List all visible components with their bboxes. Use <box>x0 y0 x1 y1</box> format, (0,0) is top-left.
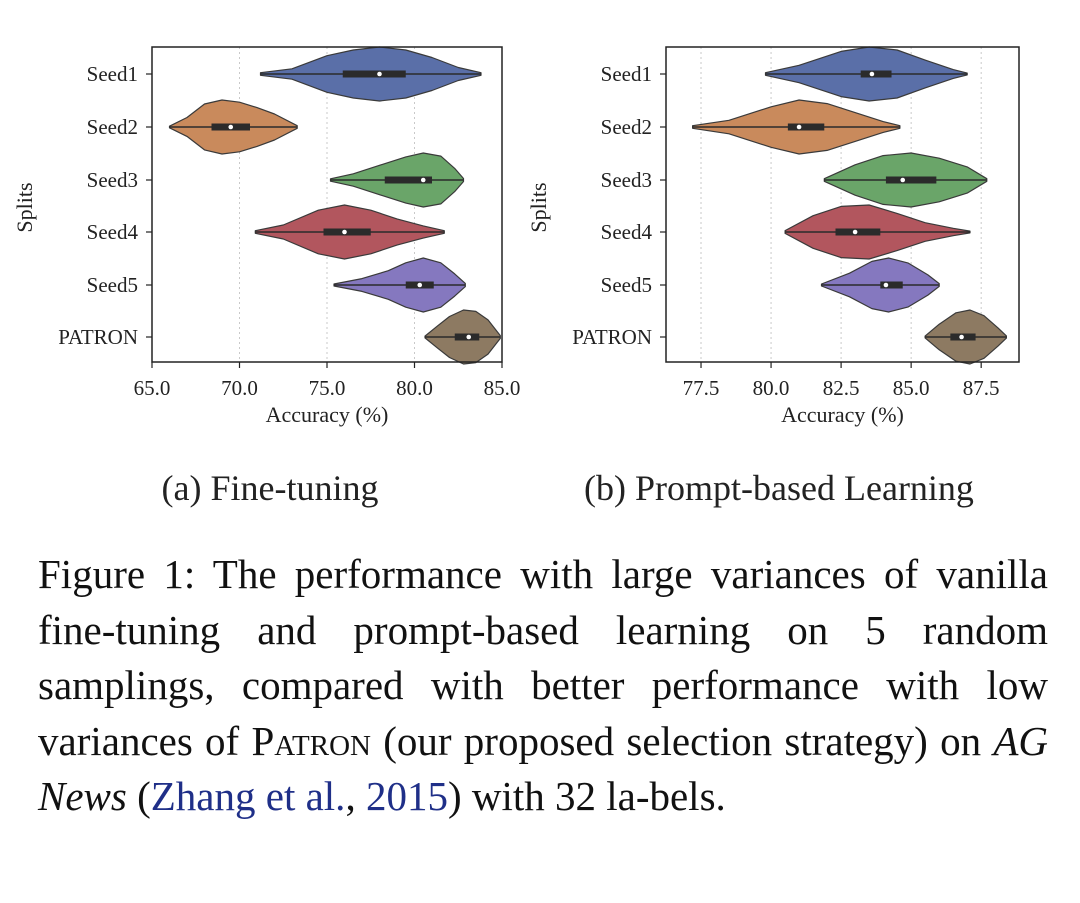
violin-iqr-box <box>860 70 892 78</box>
violin-median-dot <box>869 71 875 77</box>
violin-median-dot <box>852 229 858 235</box>
subfigure-caption: (b) Prompt-based Learning <box>584 468 974 508</box>
y-category-label: Seed1 <box>601 62 652 86</box>
x-tick-label: 82.5 <box>823 376 860 400</box>
violin-iqr-box <box>342 70 406 78</box>
violin-median-dot <box>377 71 382 77</box>
x-tick-label: 70.0 <box>221 376 258 400</box>
violin-median-dot <box>796 124 802 130</box>
citation-author-link[interactable]: Zhang et al. <box>150 773 346 819</box>
y-axis-label: Splits <box>526 182 551 232</box>
axes-frame <box>151 46 503 363</box>
violin-median-dot <box>959 334 964 340</box>
caption-lead: Figure 1: The performance with large var… <box>38 551 1048 764</box>
violin-median-dot <box>900 177 906 183</box>
x-tick-label: 80.0 <box>396 376 433 400</box>
violin-iqr-box <box>384 176 432 184</box>
violin-iqr-box <box>323 228 371 236</box>
x-axis-label: Accuracy (%) <box>266 402 389 427</box>
x-tick-label: 65.0 <box>134 376 171 400</box>
y-category-label: Seed4 <box>87 220 139 244</box>
y-category-label: Seed2 <box>87 115 138 139</box>
axes-frame <box>665 46 1020 363</box>
violin-iqr-box <box>787 123 825 131</box>
violin-median-dot <box>883 282 889 288</box>
x-axis-label: Accuracy (%) <box>781 402 904 427</box>
panel-fine-tuning: 65.0 70.0 75.0 80.0 85.0 Seed1 Seed2 Seed3 Seed4… <box>12 46 521 508</box>
violin-iqr-box <box>885 176 937 184</box>
x-tick-label: 85.0 <box>893 376 930 400</box>
y-category-label: PATRON <box>572 325 652 349</box>
x-tick-label: 80.0 <box>753 376 790 400</box>
y-category-label: Seed4 <box>601 220 653 244</box>
x-tick-label: 75.0 <box>309 376 346 400</box>
violin-iqr-box <box>880 281 903 289</box>
caption-mid: (our proposed selection strategy) on <box>370 717 994 764</box>
violin-median-dot <box>466 334 472 340</box>
citation-year-link[interactable]: 2015 <box>365 773 448 819</box>
x-tick-label: 77.5 <box>683 376 720 400</box>
violin-median-dot <box>342 229 347 235</box>
caption-tail: ) with 32 la-bels. <box>447 773 726 819</box>
x-tick-label: 85.0 <box>484 376 521 400</box>
y-category-label: Seed5 <box>87 273 138 297</box>
y-category-label: Seed1 <box>87 62 138 86</box>
panel-prompt-based: 77.5 80.0 82.5 85.0 87.5 Seed1 Seed2 Seed3 Seed4… <box>526 46 1020 508</box>
violin-median-dot <box>228 124 234 130</box>
y-category-label: Seed3 <box>601 168 652 192</box>
y-category-label: Seed5 <box>601 273 652 297</box>
caption-dataset: AG News <box>38 717 1048 820</box>
x-tick-label: 87.5 <box>963 376 1000 400</box>
violin-median-dot <box>420 177 426 183</box>
y-axis-label: Splits <box>12 182 37 232</box>
violin-median-dot <box>417 282 423 288</box>
y-category-label: PATRON <box>58 325 138 349</box>
caption-cite-sep: , <box>345 773 366 819</box>
caption-paren-open: ( <box>126 773 151 819</box>
figure-caption: Figure 1: The performance with large var… <box>38 547 1048 825</box>
subfigure-caption: (a) Fine-tuning <box>162 468 379 508</box>
y-category-label: Seed3 <box>87 168 138 192</box>
caption-method-name: Patron <box>251 717 371 764</box>
violin-iqr-box <box>835 228 881 236</box>
y-category-label: Seed2 <box>601 115 652 139</box>
